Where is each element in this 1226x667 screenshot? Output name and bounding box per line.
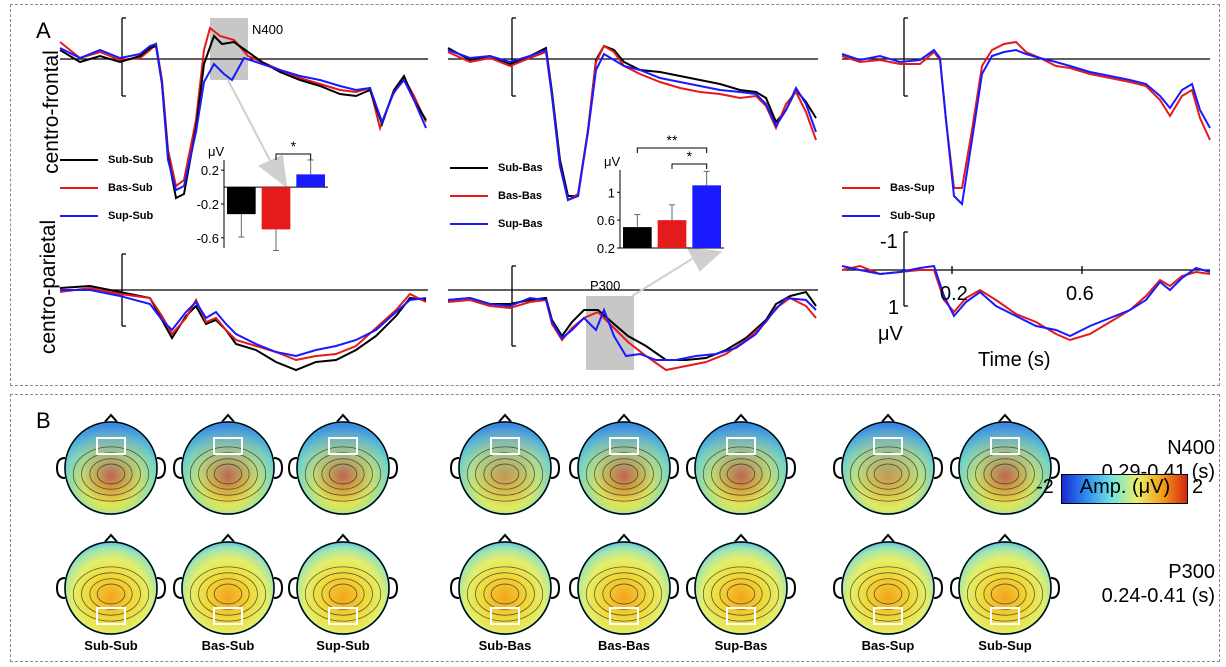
bar-chart-n400: 0.2 -0.2 -0.6 μV *: [197, 138, 328, 252]
p300-sig-1: *: [687, 148, 693, 164]
n400-tick-label-1: -0.2: [197, 197, 219, 212]
axes-bottom-row: [60, 231, 1210, 347]
colorbar-min: -2: [1036, 476, 1054, 498]
p300-sig-0: **: [667, 132, 678, 148]
panel-a-frame: [10, 4, 1220, 386]
topo-label-8: Sub-Sup: [978, 638, 1032, 653]
p300-window: [586, 296, 634, 370]
trace-sup-bas-parietal: [447, 296, 817, 361]
trace-sup-bas-frontal: [447, 48, 817, 202]
p300-ylabel: μV: [604, 154, 620, 169]
trace-sub-sub-parietal: [59, 284, 427, 372]
axis-key-x1: 0.2: [940, 283, 968, 305]
topo-label-1: Sub-Sub: [84, 638, 138, 653]
colorbar-max: 2: [1192, 476, 1204, 498]
trace-bas-sup-frontal: [841, 40, 1211, 189]
trace-bas-sup-parietal: [841, 264, 1211, 342]
axis-key-ytop: -1: [880, 231, 898, 253]
topo-label-4: Sub-Bas: [478, 638, 532, 653]
trace-sub-bas-parietal: [447, 290, 817, 361]
topo-label-7: Bas-Sup: [861, 638, 915, 653]
erp-waveforms: N400 P300 0.2-0.2-0.6μV * 10.60.2μV*** -1…: [59, 17, 1211, 372]
trace-bas-bas-frontal: [447, 44, 817, 202]
p300-sig-bracket-1: [671, 163, 708, 169]
topo-label-3: Sup-Sub: [316, 638, 370, 653]
p300-tick-label-2: 0.2: [597, 241, 615, 256]
axis-key-ybottom: 1: [888, 297, 899, 319]
legend-sub-1: Sub-Sub: [108, 154, 154, 166]
n400-label: N400: [252, 22, 283, 37]
topo-label-6: Sup-Bas: [714, 638, 768, 653]
axis-key-unit: μV: [878, 323, 904, 345]
legend-bas-3: Sup-Bas: [498, 218, 543, 230]
p300-tick-label-0: 1: [608, 185, 615, 200]
p300-tick-label-1: 0.6: [597, 213, 615, 228]
trace-sup-sub-frontal: [59, 42, 427, 192]
topo-label-5: Bas-Bas: [597, 638, 651, 653]
p300-bar-0: [623, 227, 652, 248]
waveforms-bas: [447, 44, 817, 372]
bar-chart-p300: 10.60.2μV***: [597, 132, 724, 256]
panel-b-frame: [10, 394, 1220, 662]
topo-label-2: Bas-Sub: [201, 638, 255, 653]
n400-bar-2: [296, 174, 325, 188]
waveforms-sub: [59, 26, 427, 372]
legend-sup-1: Bas-Sup: [890, 182, 935, 194]
colorbar-label: Amp. (μV): [1079, 476, 1171, 498]
trace-sup-sub-parietal: [60, 289, 427, 358]
colorbar: [1061, 474, 1188, 504]
n400-name: N400: [1167, 437, 1215, 459]
n400-bar-0: [227, 187, 256, 215]
legend-sup-2: Sub-Sup: [890, 210, 936, 222]
n400-tick-label-2: -0.6: [197, 231, 219, 246]
p300-range: 0.24-0.41 (s): [1101, 585, 1215, 607]
axis-key-x2: 0.6: [1066, 283, 1094, 305]
axis-key-xlabel: Time (s): [978, 349, 1051, 371]
legend-sub-3: Sup-Sub: [108, 210, 154, 222]
p300-name: P300: [1168, 561, 1215, 583]
n400-bar-1: [261, 187, 291, 230]
p300-bar-2: [692, 185, 721, 248]
p300-bar-1: [657, 220, 687, 248]
n400-sig-0: *: [291, 138, 297, 154]
legend-sub-2: Bas-Sub: [108, 182, 153, 194]
legend-bas-1: Sub-Bas: [498, 162, 543, 174]
panel-a-label: A: [36, 18, 51, 43]
p300-sig-bracket-0: [636, 147, 708, 153]
trace-bas-sub-parietal: [59, 286, 427, 362]
panel-b-label: B: [36, 408, 51, 433]
n400-sig-bracket-0: [275, 153, 312, 160]
callout-arrows: [227, 79, 723, 297]
n400-tick-label-0: 0.2: [201, 163, 219, 178]
trace-sub-sup-parietal: [841, 264, 1211, 338]
p300-component: P300 0.24-0.41 (s): [1040, 560, 1215, 608]
legend-bas-2: Bas-Bas: [498, 190, 543, 202]
n400-ylabel: μV: [208, 144, 224, 159]
p300-label: P300: [590, 278, 620, 293]
trace-sub-sup-frontal: [841, 48, 1211, 207]
waveforms-sup: [841, 40, 1211, 342]
